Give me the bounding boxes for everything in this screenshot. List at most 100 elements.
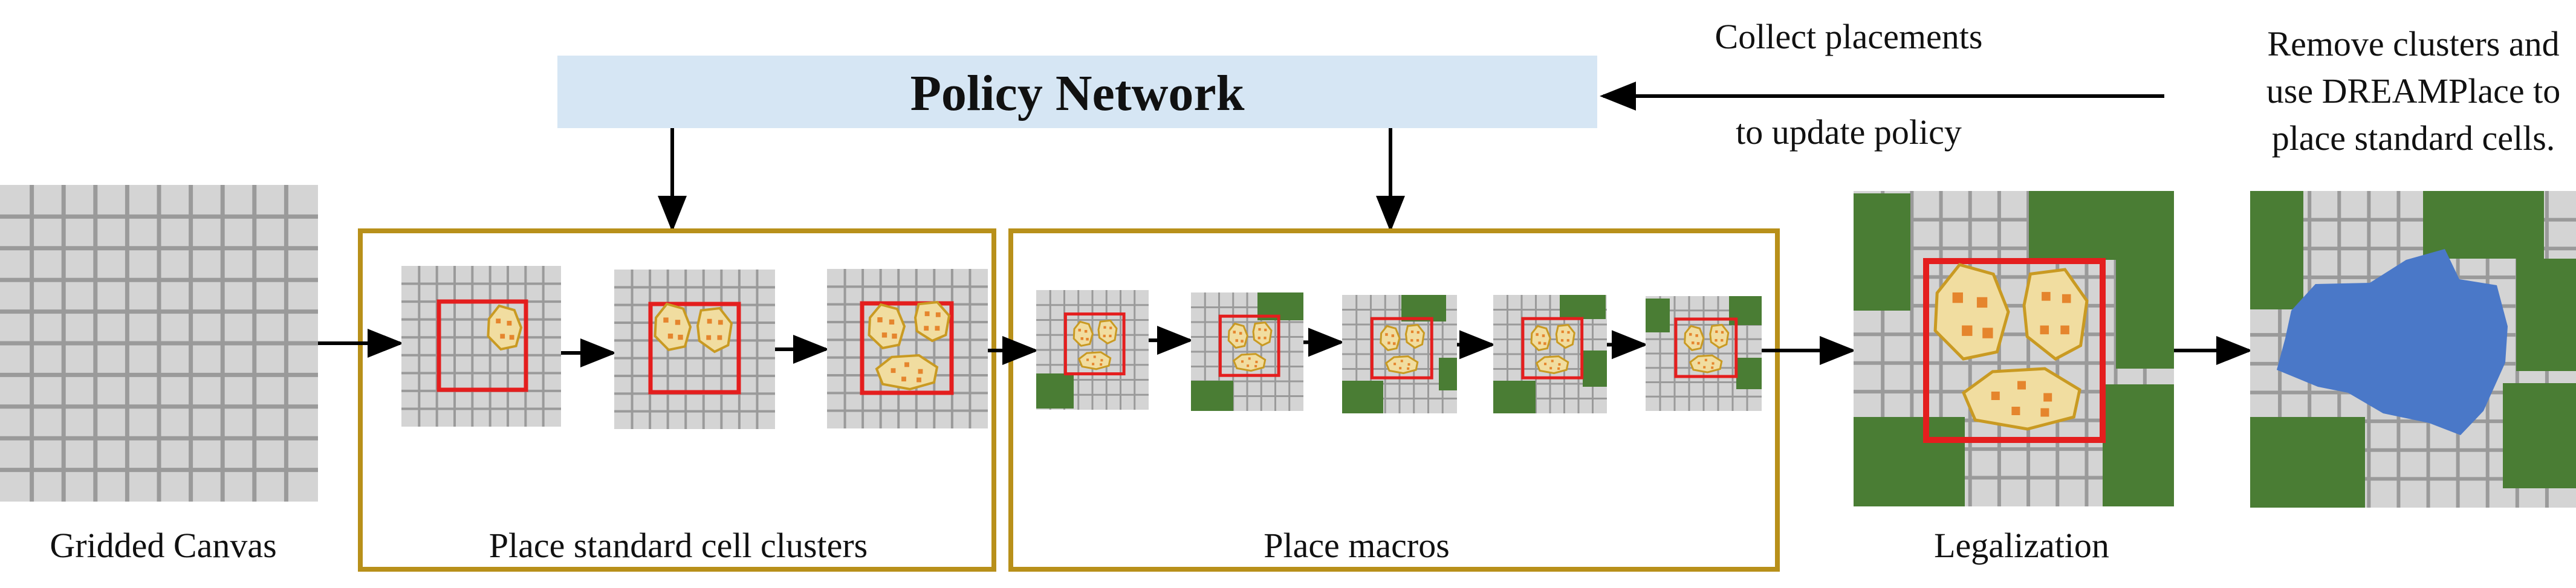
standard-cell bbox=[1258, 328, 1261, 331]
standard-cell bbox=[1235, 339, 1239, 342]
standard-cell bbox=[496, 318, 501, 324]
standard-cell bbox=[904, 362, 909, 367]
cluster-outline bbox=[1380, 325, 1401, 352]
standard-cell bbox=[1696, 342, 1700, 345]
standard-cell bbox=[1416, 331, 1419, 334]
standard-cell bbox=[2043, 393, 2052, 402]
standard-cell bbox=[1255, 360, 1258, 363]
place-clusters-group bbox=[358, 228, 996, 572]
standard-cell-cluster bbox=[1933, 263, 2010, 361]
macro-step-1-grid bbox=[1036, 290, 1149, 410]
standard-cell bbox=[1086, 338, 1089, 341]
macro-step-4-grid bbox=[1493, 295, 1607, 413]
cluster-outline bbox=[1535, 355, 1569, 375]
standard-cell-cluster bbox=[1684, 325, 1705, 352]
standard-cell bbox=[1416, 339, 1419, 342]
policy-network-box bbox=[557, 56, 1597, 128]
cluster-step-2-grid bbox=[614, 270, 775, 429]
standard-cell bbox=[889, 319, 895, 325]
place-macros-label: Place macros bbox=[1264, 526, 1450, 565]
standard-cell bbox=[924, 326, 929, 331]
macro-block bbox=[2116, 260, 2174, 369]
standard-cell bbox=[1264, 328, 1267, 332]
standard-cell bbox=[1692, 341, 1695, 344]
standard-cell bbox=[1086, 358, 1089, 361]
standard-cell bbox=[2040, 408, 2049, 417]
legalization-grid bbox=[1854, 191, 2174, 506]
macro-block bbox=[1583, 351, 1607, 387]
standard-cell bbox=[1982, 328, 1993, 338]
standard-cell bbox=[1078, 329, 1082, 332]
cluster-outline bbox=[1555, 324, 1575, 349]
standard-cell bbox=[1711, 362, 1715, 365]
cluster-outline bbox=[1077, 351, 1112, 370]
standard-cell-cluster bbox=[868, 303, 906, 350]
standard-cell bbox=[1557, 367, 1560, 370]
placement-region bbox=[1674, 317, 1738, 378]
standard-cell bbox=[1239, 332, 1242, 335]
standard-cell-cluster bbox=[1097, 319, 1118, 345]
macro-block bbox=[1401, 295, 1446, 321]
standard-cell bbox=[1100, 363, 1103, 366]
standard-cell bbox=[1092, 363, 1095, 366]
standard-cell-cluster bbox=[1227, 322, 1248, 349]
standard-cell bbox=[2042, 292, 2051, 301]
standard-cell bbox=[917, 377, 921, 383]
place-clusters-label: Place standard cell clusters bbox=[489, 526, 868, 565]
standard-cell bbox=[935, 312, 941, 317]
standard-cell bbox=[1399, 367, 1402, 370]
standard-cell bbox=[2040, 325, 2049, 335]
cluster-outline bbox=[2022, 268, 2089, 361]
standard-cell bbox=[1704, 358, 1707, 361]
standard-cell bbox=[1566, 339, 1569, 342]
standard-cell bbox=[935, 326, 940, 331]
dreamplace-grid bbox=[2250, 191, 2576, 508]
standard-cell-spread-area bbox=[2277, 249, 2508, 435]
standard-cell bbox=[1093, 355, 1096, 358]
standard-cell bbox=[918, 369, 923, 374]
standard-cell bbox=[1567, 331, 1570, 334]
standard-cell bbox=[718, 320, 723, 325]
placement-region bbox=[1370, 317, 1433, 380]
placement-region bbox=[1923, 258, 2106, 443]
cluster-outline bbox=[1404, 324, 1426, 349]
gridded-canvas-label: Gridded Canvas bbox=[50, 526, 276, 565]
macro-block bbox=[1493, 381, 1536, 413]
standard-cell bbox=[1109, 334, 1112, 338]
macro-step-2-grid bbox=[1191, 292, 1303, 411]
standard-cell bbox=[1695, 334, 1698, 337]
standard-cell bbox=[1721, 339, 1724, 342]
cluster-outline bbox=[654, 302, 692, 352]
standard-cell bbox=[1393, 363, 1397, 366]
standard-cell-cluster bbox=[913, 300, 951, 343]
standard-cell bbox=[1703, 366, 1706, 369]
standard-cell bbox=[1551, 360, 1554, 363]
standard-cell bbox=[667, 334, 673, 339]
standard-cell bbox=[1560, 339, 1564, 342]
standard-cell bbox=[1538, 341, 1541, 344]
standard-cell bbox=[1952, 292, 1963, 303]
grid-background bbox=[827, 269, 988, 428]
cluster-outline bbox=[696, 306, 733, 354]
standard-cell bbox=[1248, 357, 1251, 360]
cluster-outline bbox=[913, 300, 951, 343]
cluster-step-1-grid bbox=[401, 266, 561, 427]
standard-cell bbox=[1711, 366, 1714, 369]
cluster-outline bbox=[1961, 367, 2081, 431]
standard-cell bbox=[663, 317, 669, 323]
standard-cell bbox=[1543, 342, 1546, 345]
remove-note-line1: Remove clusters and bbox=[2267, 24, 2559, 63]
standard-cell bbox=[1103, 334, 1106, 338]
macro-block bbox=[1646, 299, 1670, 332]
standard-cell bbox=[678, 334, 683, 340]
standard-cell bbox=[707, 318, 712, 324]
standard-cell bbox=[1103, 326, 1106, 329]
standard-cell bbox=[675, 320, 681, 325]
standard-cell-cluster bbox=[654, 302, 692, 352]
standard-cell-cluster bbox=[1530, 325, 1551, 352]
placement-region bbox=[648, 302, 741, 395]
standard-cell bbox=[2011, 407, 2020, 415]
macro-block bbox=[2029, 191, 2174, 260]
standard-cell-cluster bbox=[1404, 324, 1426, 349]
standard-cell bbox=[1100, 359, 1103, 362]
